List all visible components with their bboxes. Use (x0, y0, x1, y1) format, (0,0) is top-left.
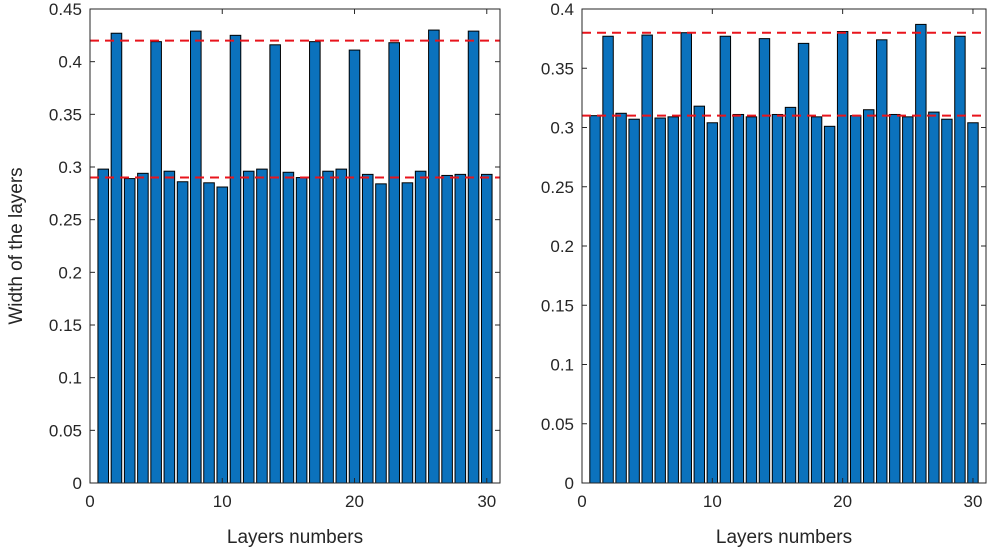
y-tick-label: 0.3 (550, 119, 574, 138)
bar (441, 174, 453, 484)
bar (915, 23, 927, 484)
bar (216, 186, 229, 484)
bar (361, 173, 374, 484)
bar (758, 38, 771, 484)
x-tick-label: 30 (964, 492, 983, 511)
x-tick-label: 10 (703, 492, 722, 511)
x-axis-label: Layers numbers (227, 527, 363, 548)
bar (680, 32, 692, 484)
bar (954, 35, 966, 484)
bar (388, 42, 400, 484)
bar (732, 113, 745, 484)
bar (110, 32, 123, 484)
bar (190, 30, 202, 484)
x-tick-label: 20 (833, 492, 852, 511)
bar (375, 183, 387, 484)
bar (693, 105, 706, 484)
bar (256, 168, 268, 484)
x-axis-label: Layers numbers (716, 527, 852, 548)
bar (163, 170, 176, 484)
y-tick-label: 0.05 (541, 415, 574, 434)
bar (797, 42, 810, 484)
x-tick-label: 20 (345, 492, 364, 511)
axes-box (89, 8, 501, 484)
y-tick-label: 0.35 (49, 105, 82, 124)
bar (229, 34, 242, 484)
bar (414, 170, 427, 484)
bar (771, 113, 784, 484)
bar (467, 30, 480, 484)
y-tick-label: 0.1 (550, 356, 574, 375)
chart-panel-2: 0 0.05 0.1 0.15 0.2 0.25 0.3 0.35 0.4 0 10 20 30 Laye… (541, 0, 987, 548)
bar (615, 112, 627, 484)
y-tick-label: 0.4 (58, 53, 82, 72)
bar (863, 109, 875, 484)
y-tick-label: 0.05 (49, 421, 82, 440)
bar (176, 181, 189, 484)
bar (348, 49, 361, 484)
x-tick-label: 0 (85, 492, 94, 511)
bar (876, 39, 888, 484)
bar (889, 113, 901, 484)
bar (401, 182, 414, 484)
bar (428, 29, 440, 484)
bar (654, 117, 666, 484)
bar (295, 177, 308, 484)
y-tick-label: 0.3 (58, 158, 82, 177)
bar (784, 106, 797, 484)
bar (628, 118, 640, 484)
y-tick-label: 0.25 (49, 211, 82, 230)
bar (602, 35, 614, 484)
bar (823, 125, 836, 484)
bar (322, 170, 334, 484)
bar (203, 182, 215, 484)
bar (335, 168, 348, 484)
bar (928, 111, 940, 484)
bar (137, 172, 149, 484)
bar (150, 41, 162, 484)
y-tick-label: 0.4 (550, 0, 574, 19)
bar (309, 41, 321, 484)
y-tick-label: 0 (565, 474, 574, 493)
bar (745, 116, 758, 484)
y-tick-label: 0.35 (541, 59, 574, 78)
bar (719, 35, 732, 484)
bar (589, 115, 601, 484)
bar (123, 178, 136, 484)
bar (810, 116, 823, 484)
bar (282, 171, 295, 484)
bar (97, 168, 110, 484)
bar (902, 116, 914, 484)
y-tick-label: 0.25 (541, 178, 574, 197)
bar (941, 118, 953, 484)
bar (967, 122, 979, 484)
x-tick-label: 10 (213, 492, 232, 511)
y-tick-label: 0.15 (541, 296, 574, 315)
bar (480, 173, 493, 484)
x-tick-label: 0 (577, 492, 586, 511)
bar (706, 122, 719, 484)
y-tick-label: 0.1 (58, 369, 82, 388)
y-tick-label: 0.2 (550, 237, 574, 256)
bar (269, 44, 281, 484)
y-tick-label: 0.2 (58, 263, 82, 282)
y-tick-label: 0.15 (49, 316, 82, 335)
y-tick-label: 0.45 (49, 0, 82, 19)
bar (641, 34, 653, 484)
x-tick-label: 30 (477, 492, 496, 511)
bar (667, 116, 679, 484)
chart-panel-1: 0 0.05 0.1 0.15 0.2 0.25 0.3 0.35 0.4 0.45 0 10 20 30… (6, 0, 501, 548)
y-tick-label: 0 (73, 474, 82, 493)
bar (836, 31, 849, 484)
bar (849, 115, 862, 484)
y-axis-label: Width of the layers (6, 167, 27, 324)
bar (454, 173, 467, 484)
bar (242, 170, 255, 484)
